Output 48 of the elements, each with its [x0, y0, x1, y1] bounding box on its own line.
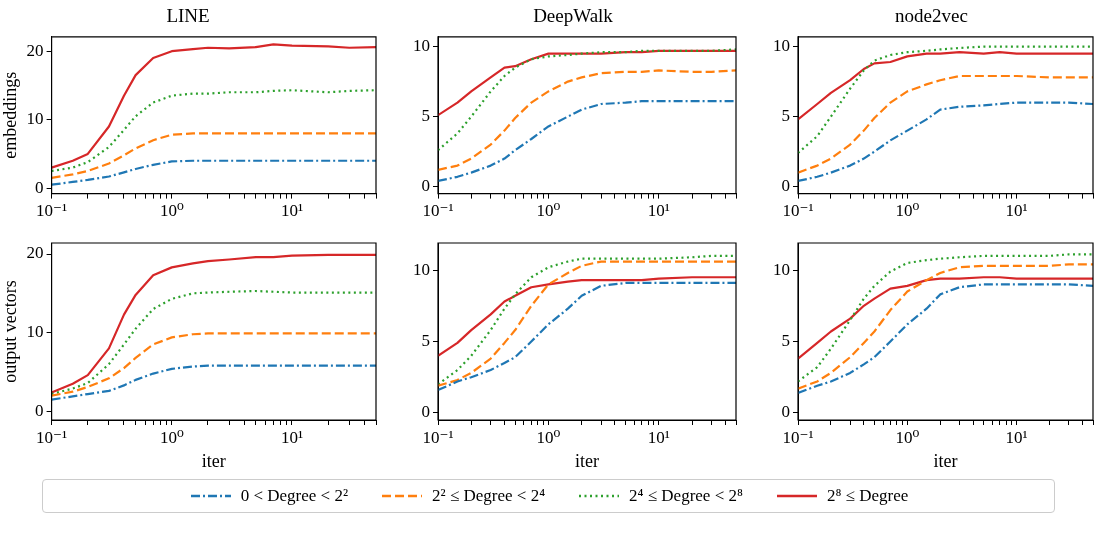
x-tick-label: 10⁰ [159, 201, 184, 221]
legend-label: 2⁴ ≤ Degree < 2⁸ [629, 486, 743, 506]
x-tick-label: 10¹ [280, 427, 304, 447]
y-tick-label: 20 [26, 40, 44, 60]
x-tick-label: 10¹ [647, 201, 670, 221]
y-tick-label: 5 [421, 330, 430, 350]
legend-label: 2⁸ ≤ Degree [826, 486, 909, 506]
y-tick-label: 5 [781, 106, 790, 126]
x-tick-label: 10⁻¹ [36, 427, 68, 447]
y-tick-label: 10 [773, 36, 790, 56]
x-tick-label: 10⁰ [159, 427, 184, 447]
y-tick-label: 10 [26, 109, 44, 129]
x-tick-label: 10¹ [280, 201, 304, 221]
y-tick-label: 20 [26, 243, 44, 263]
x-tick-label: 10⁻¹ [422, 427, 454, 447]
y-tick-label: 0 [421, 176, 430, 196]
x-axis-title: iter [575, 450, 599, 471]
x-tick-label: 10¹ [1005, 201, 1028, 221]
y-axis-title: output vectors [0, 280, 20, 383]
x-tick-label: 10⁰ [895, 201, 920, 221]
x-tick-label: 10⁰ [536, 427, 561, 447]
y-tick-label: 0 [35, 400, 44, 420]
x-tick-label: 10¹ [647, 427, 670, 447]
x-tick-label: 10⁻¹ [782, 427, 814, 447]
y-tick-label: 0 [781, 402, 790, 422]
y-tick-label: 10 [773, 259, 790, 279]
chart-title: LINE [166, 5, 210, 27]
legend-label: 0 < Degree < 2² [240, 486, 349, 506]
y-tick-label: 10 [413, 36, 430, 56]
y-tick-label: 0 [35, 177, 44, 197]
x-tick-label: 10⁻¹ [422, 201, 454, 221]
x-axis-title: iter [201, 450, 226, 471]
y-tick-label: 10 [413, 259, 430, 279]
x-tick-label: 10⁰ [895, 427, 920, 447]
y-axis-title: embeddings [0, 71, 20, 159]
y-tick-label: 10 [26, 322, 44, 342]
x-tick-label: 10¹ [1005, 427, 1028, 447]
x-tick-label: 10⁻¹ [36, 201, 68, 221]
chart-title: node2vec [895, 5, 968, 27]
x-tick-label: 10⁰ [536, 201, 561, 221]
y-tick-label: 0 [421, 402, 430, 422]
y-tick-label: 0 [781, 176, 790, 196]
chart-title: DeepWalk [533, 5, 614, 27]
y-tick-label: 5 [421, 106, 430, 126]
x-tick-label: 10⁻¹ [782, 201, 814, 221]
x-axis-title: iter [933, 450, 958, 471]
legend-label: 2² ≤ Degree < 2⁴ [432, 486, 546, 506]
y-tick-label: 5 [781, 330, 790, 350]
